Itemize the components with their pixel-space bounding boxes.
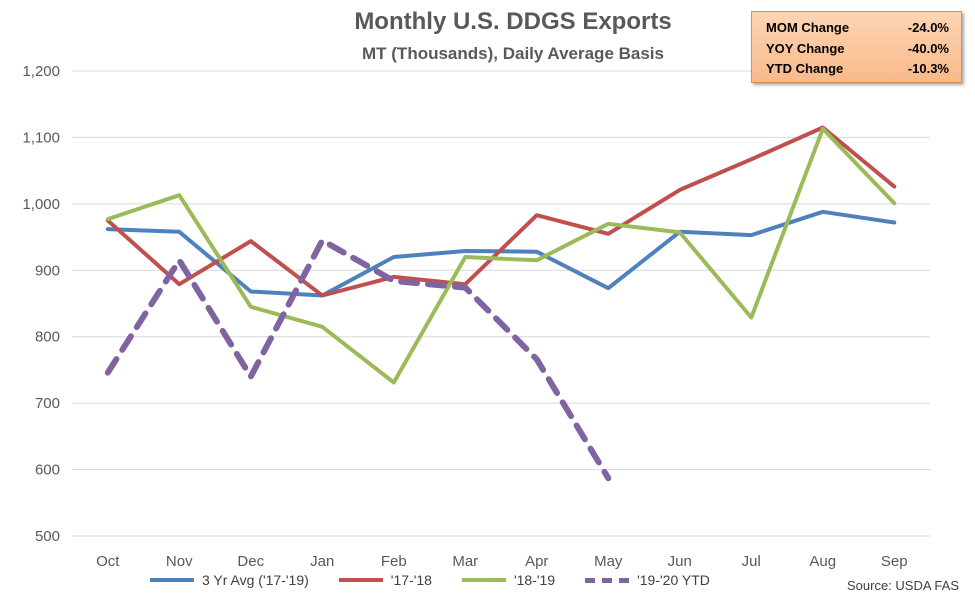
chart-subtitle: MT (Thousands), Daily Average Basis <box>362 44 664 63</box>
stat-row-yoy: YOY Change -40.0% <box>766 41 949 62</box>
x-tick-label: Jul <box>742 553 761 570</box>
legend-item-19-20-ytd: '19-'20 YTD <box>585 572 710 588</box>
x-tick-label: Sep <box>881 553 908 570</box>
legend-label: '18-'19 <box>513 572 556 588</box>
y-tick-label: 1,000 <box>22 196 60 213</box>
stat-label: MOM Change <box>766 20 850 35</box>
legend-swatch <box>585 577 630 583</box>
x-tick-label: Oct <box>96 553 120 570</box>
y-tick-label: 600 <box>35 462 60 479</box>
legend: 3 Yr Avg ('17-'19) '17-'18 '18-'19 '19-'… <box>150 572 740 588</box>
stat-label: YTD Change <box>766 61 844 76</box>
legend-item-18-19: '18-'19 <box>461 572 556 588</box>
stat-value: -10.3% <box>907 61 949 76</box>
legend-label: '17-'18 <box>390 572 432 588</box>
stat-row-ytd: YTD Change -10.3% <box>766 61 949 82</box>
x-tick-label: Jun <box>668 553 692 570</box>
stat-value: -24.0% <box>907 20 949 35</box>
chart-title: Monthly U.S. DDGS Exports <box>354 8 672 35</box>
legend-swatch <box>150 578 194 582</box>
stat-label: YOY Change <box>766 40 845 56</box>
legend-item-17-18: '17-'18 <box>338 572 432 588</box>
y-tick-label: 500 <box>35 528 60 545</box>
x-tick-label: Mar <box>452 553 478 570</box>
x-tick-label: Nov <box>166 553 193 570</box>
legend-label: 3 Yr Avg ('17-'19) <box>202 572 309 588</box>
legend-swatch <box>338 578 383 582</box>
y-tick-label: 700 <box>35 395 60 412</box>
y-tick-label: 800 <box>35 329 60 346</box>
stat-value: -40.0% <box>907 40 949 56</box>
legend-item-3yr-avg: 3 Yr Avg ('17-'19) <box>150 572 309 588</box>
x-tick-label: Aug <box>809 553 836 570</box>
x-tick-label: Feb <box>381 553 407 570</box>
x-tick-label: Dec <box>237 553 264 570</box>
series-lines <box>104 125 897 482</box>
y-tick-label: 900 <box>35 262 60 279</box>
series-line-3 <box>104 237 612 482</box>
series-line-2 <box>105 126 897 385</box>
stat-row-mom: MOM Change -24.0% <box>766 20 949 41</box>
legend-label: '19-'20 YTD <box>637 572 710 588</box>
x-tick-label: Jan <box>310 553 334 570</box>
axes: 500 600 700 800 900 1,000 1,100 1,200 Oct Nov Dec J… <box>22 63 907 570</box>
legend-swatch <box>461 578 506 582</box>
x-tick-label: Apr <box>525 553 548 570</box>
y-tick-label: 1,100 <box>22 129 60 146</box>
source-note: Source: USDA FAS <box>847 578 959 593</box>
series-line-1 <box>105 125 897 298</box>
gridlines <box>72 70 930 537</box>
y-tick-label: 1,200 <box>22 63 60 80</box>
stats-box: MOM Change -24.0% YOY Change -40.0% YTD … <box>751 11 962 83</box>
x-tick-label: May <box>594 553 623 570</box>
